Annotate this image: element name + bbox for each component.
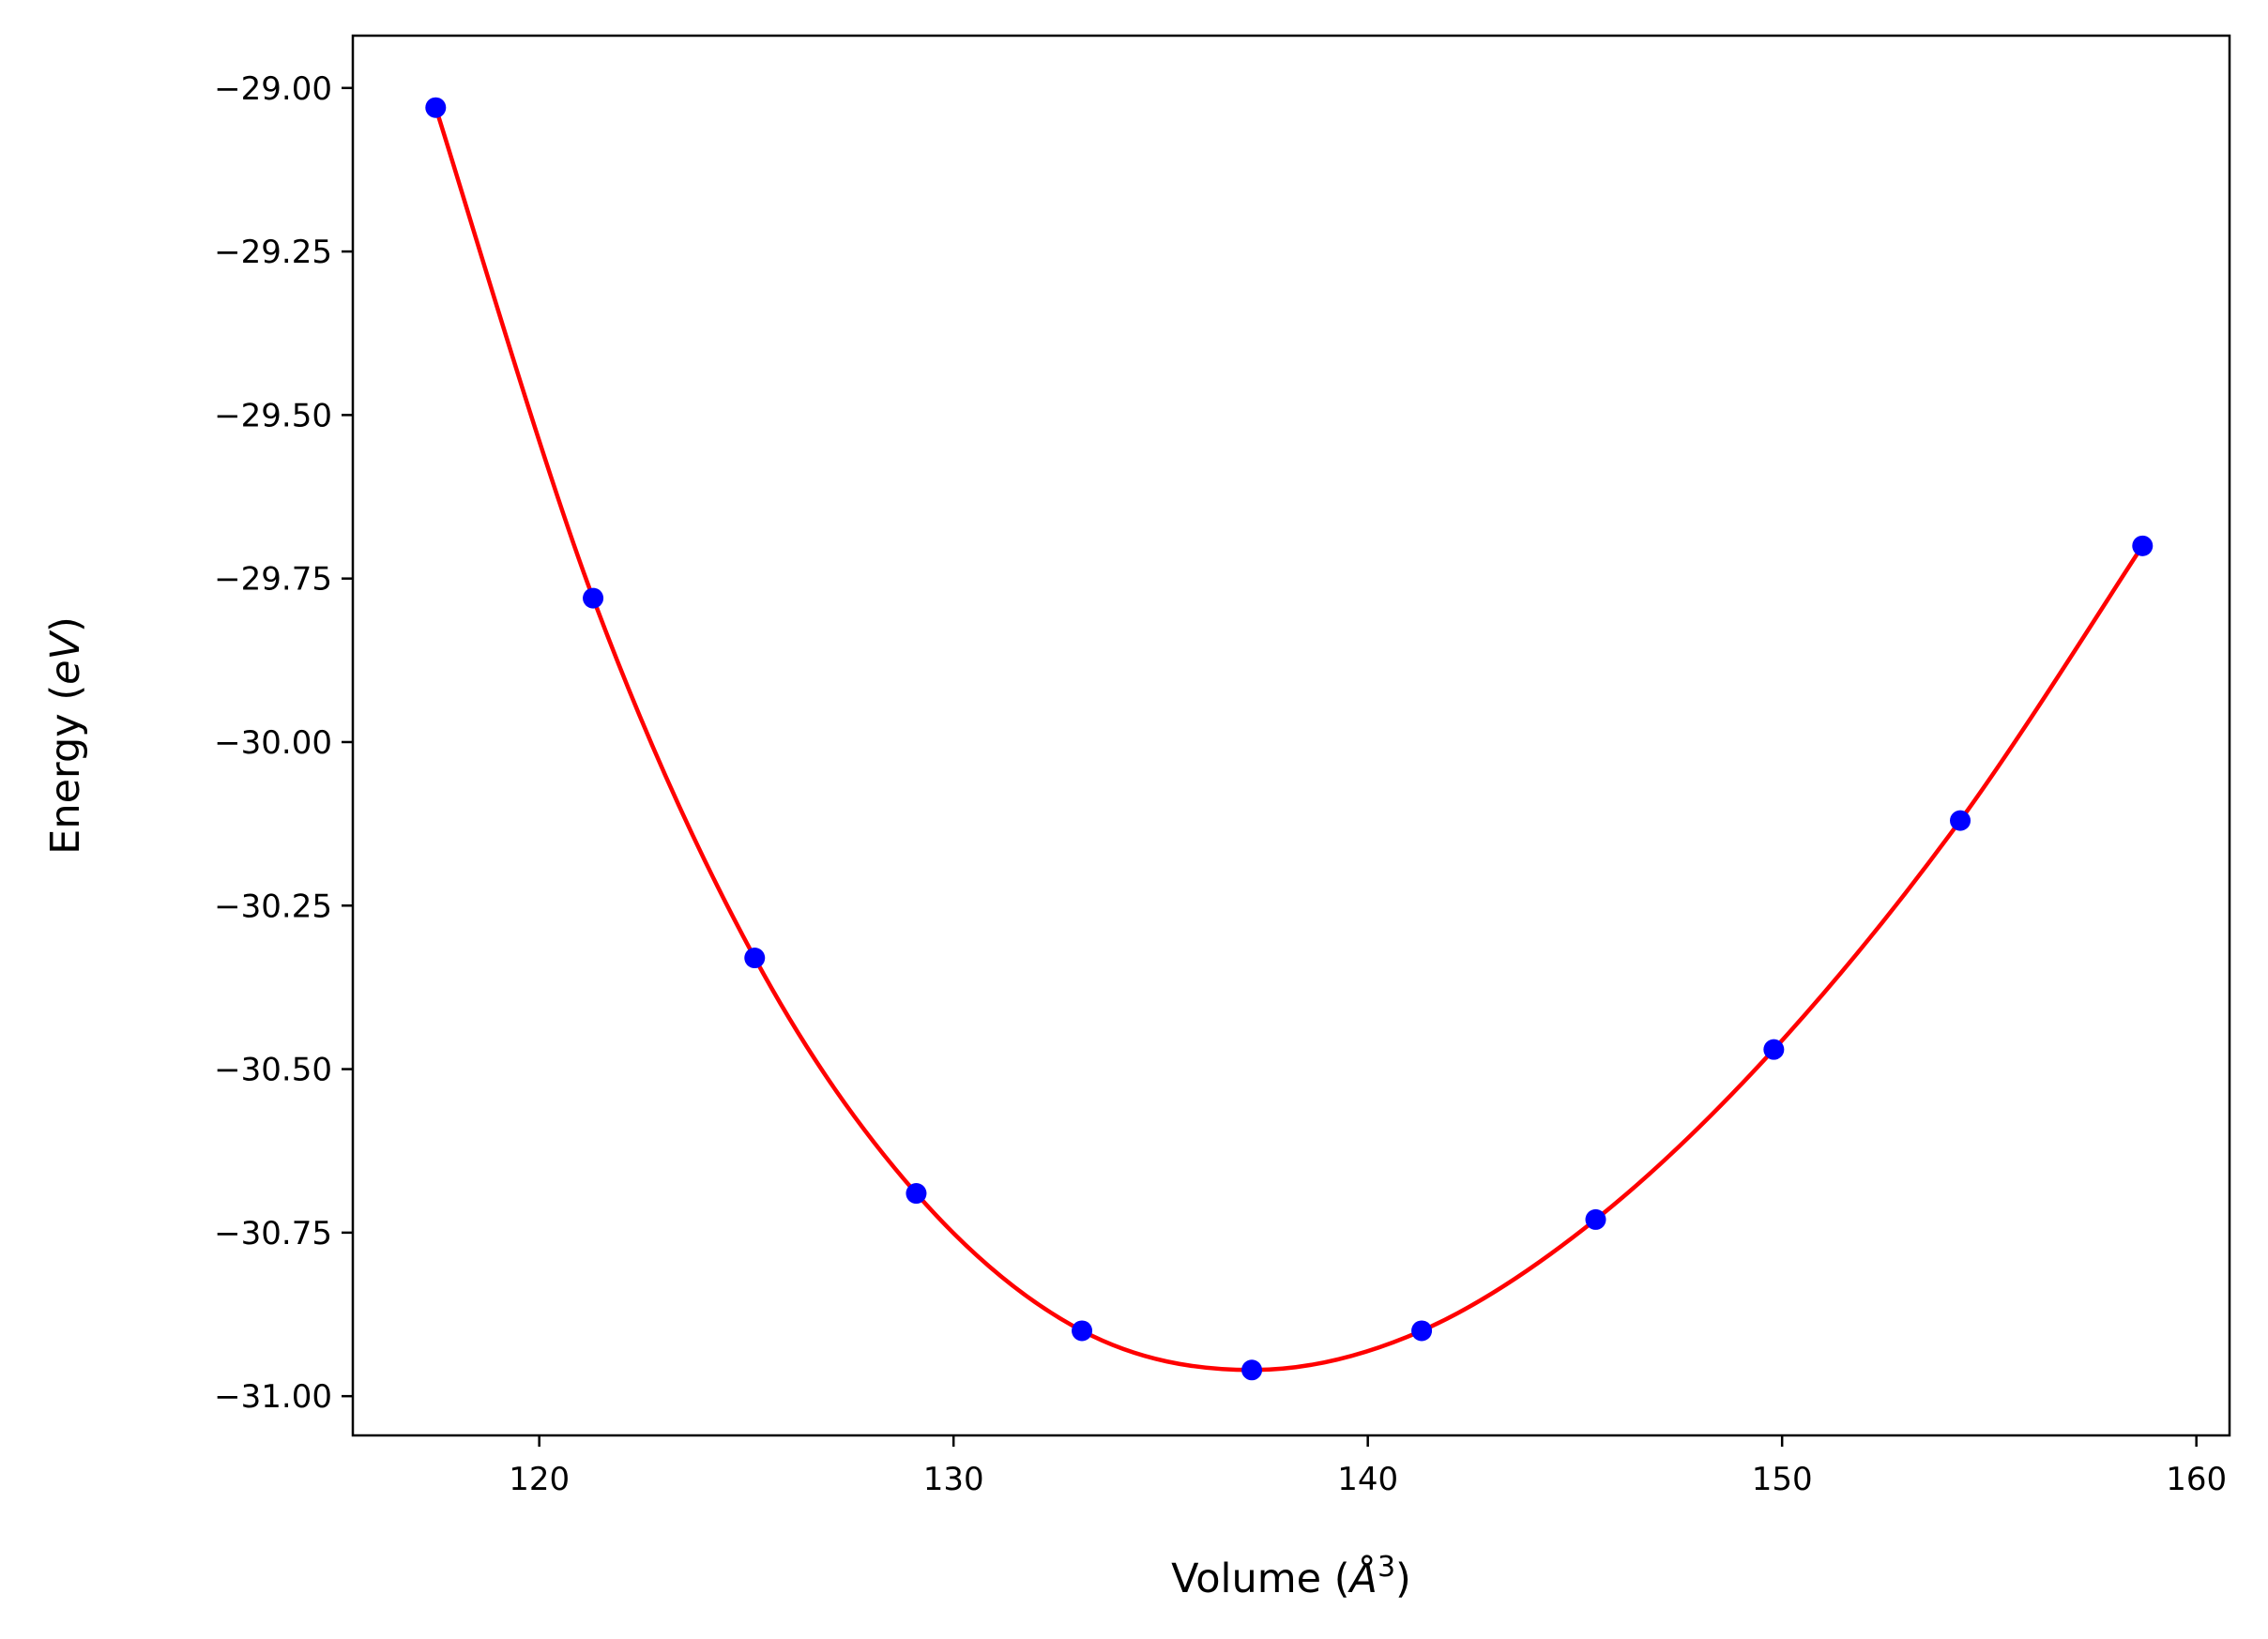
data-point <box>906 1183 927 1205</box>
data-point <box>1411 1320 1433 1342</box>
plot-frame <box>351 34 2231 1437</box>
y-tick-label: −30.50 <box>214 1052 332 1089</box>
data-point <box>1241 1359 1263 1381</box>
data-point <box>744 948 766 969</box>
data-points-layer <box>425 97 2154 1381</box>
data-point <box>1072 1320 1093 1342</box>
y-axis-unit: eV <box>42 630 89 684</box>
y-tick-label: −29.50 <box>214 397 332 434</box>
fit-curve-layer <box>434 107 2145 1373</box>
fit-curve <box>434 107 2145 1373</box>
x-tick-label: 160 <box>2166 1461 2227 1498</box>
y-tick-label: −29.75 <box>214 561 332 599</box>
x-axis-label: Volume (Å3) <box>1171 1551 1411 1603</box>
plot-area <box>353 36 2230 1435</box>
data-point <box>1950 810 1971 831</box>
x-axis: 120 130 140 150 160 <box>509 1435 2227 1498</box>
data-point <box>1585 1208 1606 1230</box>
data-point <box>1763 1039 1785 1060</box>
x-tick-label: 140 <box>1337 1461 1398 1498</box>
y-tick-label: −29.00 <box>214 70 332 108</box>
data-point <box>2132 535 2154 556</box>
data-point <box>425 97 447 118</box>
x-tick-label: 150 <box>1752 1461 1813 1498</box>
x-axis-exponent: 3 <box>1378 1551 1395 1584</box>
x-tick-label: 120 <box>509 1461 570 1498</box>
x-tick-label: 130 <box>923 1461 984 1498</box>
y-tick-label: −29.25 <box>214 234 332 271</box>
y-tick-label: −31.00 <box>214 1378 332 1416</box>
data-point <box>583 587 604 609</box>
y-axis-label: Energy (eV) <box>42 616 89 855</box>
y-tick-label: −30.75 <box>214 1215 332 1252</box>
y-tick-label: −30.25 <box>214 888 332 925</box>
y-axis: −29.00 −29.25 −29.50 −29.75 −30.00 −30.25 −30.… <box>214 70 353 1416</box>
x-axis-unit: Å <box>1347 1555 1378 1602</box>
y-tick-label: −30.00 <box>214 724 332 762</box>
